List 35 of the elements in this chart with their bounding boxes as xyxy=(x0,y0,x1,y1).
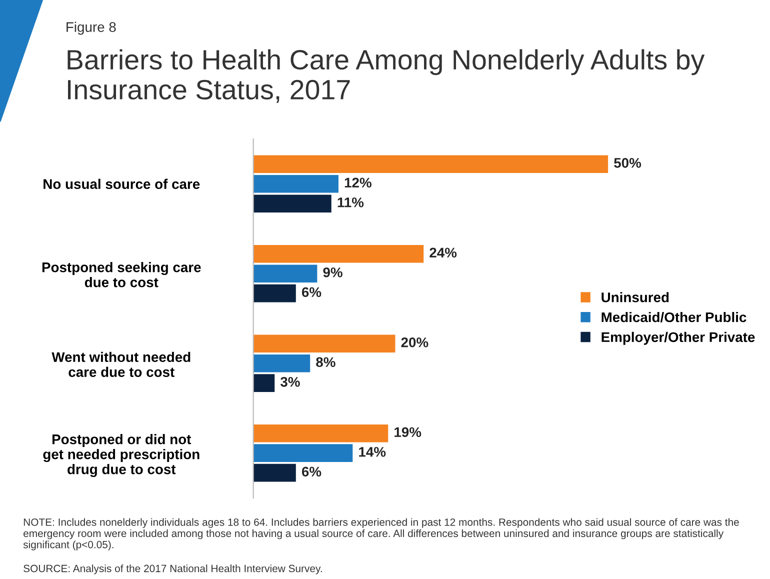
bar xyxy=(253,264,318,282)
y-tick-label: Postponed seeking care due to cost xyxy=(42,262,201,288)
data-label: 12% xyxy=(344,178,372,188)
legend-label: Employer/Other Private xyxy=(602,332,755,345)
text: NOTE: Includes nonelderly individuals ages 18 to 64. Includes barriers experienced in past 12 months. Respondents who said usual source of care was the emergency room were included among those not having a usual source of care. All differences between uninsured and insurance groups are statistically significant (p<0.05). xyxy=(23,518,739,550)
data-label: 3% xyxy=(280,376,300,387)
bar xyxy=(253,244,424,263)
source-note: SOURCE: Analysis of the 2017 National Health Interview Survey. xyxy=(24,564,322,574)
bar xyxy=(253,464,296,482)
bar xyxy=(253,155,608,173)
y-tick-label: Postponed or did not get needed prescription drug due to cost xyxy=(43,434,200,478)
data-label: 9% xyxy=(323,267,342,278)
bar xyxy=(253,334,396,352)
data-label: 8% xyxy=(316,357,336,368)
legend-label: Uninsured xyxy=(602,292,669,302)
bar xyxy=(253,194,332,212)
bar xyxy=(253,424,388,442)
bar xyxy=(253,354,310,372)
data-label: 20% xyxy=(401,337,428,348)
data-label: 11% xyxy=(338,198,364,208)
caption: Figure 8 xyxy=(66,22,116,35)
data-label: 50% xyxy=(614,158,642,168)
bar xyxy=(253,284,296,302)
chart-title: Barriers to Health Care Among Nonelderly Adults by Insurance Status, 2017 xyxy=(68,49,705,103)
data-label: 14% xyxy=(359,446,386,457)
bar xyxy=(253,444,353,462)
legend-label: Medicaid/Other Public xyxy=(602,312,746,322)
data-label: 6% xyxy=(302,287,322,298)
data-label: 24% xyxy=(430,248,457,258)
data-label: 6% xyxy=(302,466,322,477)
bar xyxy=(253,174,338,193)
bar xyxy=(253,374,275,392)
y-tick-label: Went without needed care due to cost xyxy=(52,352,190,377)
data-label: 19% xyxy=(394,427,422,438)
y-tick-label: No usual source of care xyxy=(44,178,200,189)
